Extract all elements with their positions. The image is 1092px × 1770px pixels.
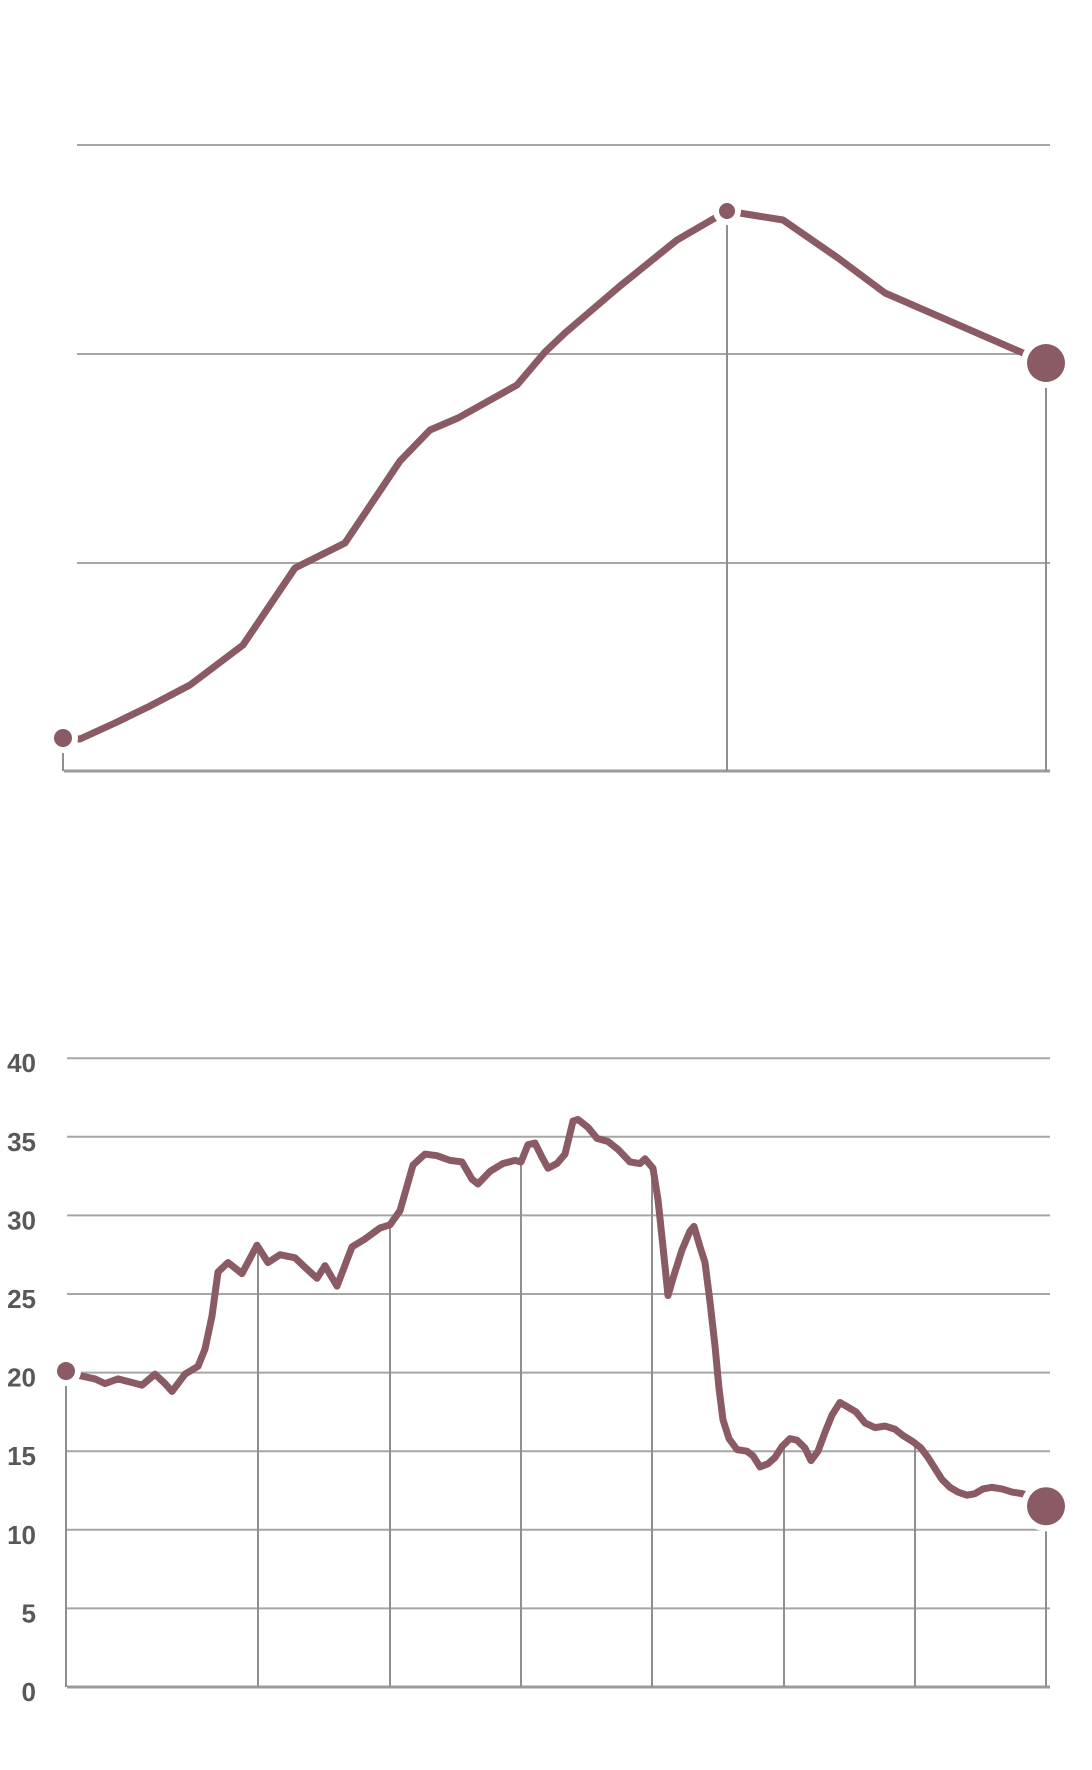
top-chart (48, 144, 1071, 773)
y-axis-label: 20 (7, 1363, 36, 1393)
bottom-chart: 40 35 30 25 20 15 10 5 0 (7, 1048, 1071, 1707)
top-peak-marker (719, 203, 735, 219)
y-axis-label: 40 (7, 1048, 36, 1078)
y-axis-label: 0 (22, 1677, 36, 1707)
bottom-start-marker (57, 1362, 75, 1381)
top-series-line (59, 207, 1050, 743)
bottom-end-marker (1027, 1487, 1065, 1526)
y-axis-label: 5 (22, 1598, 36, 1628)
y-axis-label: 35 (7, 1127, 36, 1157)
top-start-marker (54, 729, 72, 747)
y-axis-label: 30 (7, 1205, 36, 1235)
y-axis-label: 10 (7, 1520, 36, 1550)
top-end-marker (1027, 344, 1065, 382)
y-axis-label: 15 (7, 1441, 36, 1471)
y-axis-label: 25 (7, 1284, 36, 1314)
bottom-series-line (62, 1116, 1050, 1510)
